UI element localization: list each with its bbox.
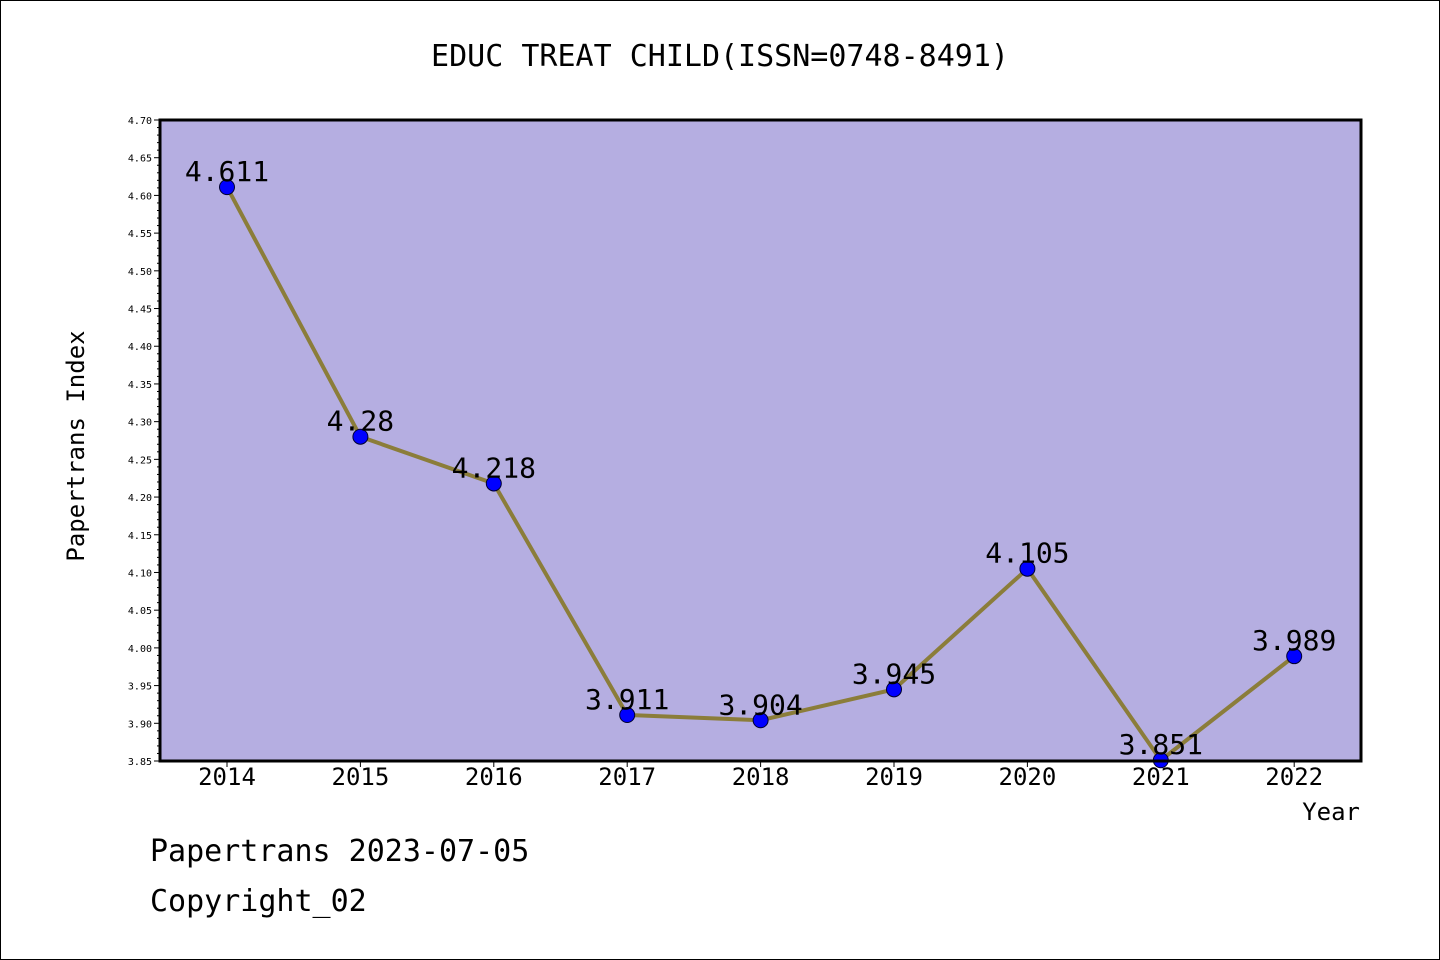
x-tick-label: 2016 — [465, 763, 523, 791]
plot-border — [158, 118, 1363, 763]
x-tick-label: 2017 — [598, 763, 656, 791]
y-axis-label: Papertrans Index — [62, 330, 90, 561]
data-point — [219, 179, 235, 196]
x-tick-label: 2018 — [732, 763, 790, 791]
y-tick-label: 4.30 — [128, 418, 152, 429]
data-point — [619, 706, 636, 723]
y-tick-label: 3.90 — [128, 719, 152, 730]
y-tick-label: 4.25 — [128, 455, 152, 466]
y-tick-label: 4.10 — [128, 568, 152, 579]
y-tick-label: 4.55 — [128, 229, 152, 240]
footer-date: Papertrans 2023-07-05 — [150, 834, 530, 869]
x-tick-label: 2019 — [865, 763, 923, 791]
data-point — [352, 428, 369, 445]
y-tick-label: 4.50 — [128, 267, 152, 278]
y-tick-label: 4.00 — [128, 644, 152, 655]
data-label-group: 4.611 4.28 4.218 3.911 3.904 3.945 4.105 3.851 3… — [185, 155, 1336, 761]
y-tick-label: 4.40 — [128, 342, 152, 353]
x-tick-label: 2022 — [1265, 763, 1323, 791]
y-tick-label: 4.35 — [128, 380, 152, 391]
data-label: 4.28 — [327, 405, 394, 438]
y-tick-label: 4.65 — [128, 154, 152, 165]
marker-group — [219, 179, 1303, 769]
chart-title: EDUC TREAT CHILD(ISSN=0748-8491) — [431, 39, 1009, 74]
footer-copyright: Copyright_02 — [150, 884, 367, 919]
data-label: 3.945 — [852, 657, 936, 690]
data-point — [1019, 560, 1036, 577]
x-tick-label: 2015 — [332, 763, 390, 791]
y-tick-label: 4.60 — [128, 191, 152, 202]
data-label: 3.911 — [585, 683, 669, 716]
y-tick-label: 4.20 — [128, 493, 152, 504]
y-tick-label: 4.15 — [128, 531, 152, 542]
data-point — [752, 712, 769, 729]
plot-area — [160, 120, 1361, 761]
y-axis: 3.85 3.90 3.95 4.00 4.05 4.10 4.15 4.20 4.25 4.30… — [128, 116, 160, 768]
x-axis: 2014 2015 2016 2017 2018 2019 2020 2021 2022 — [198, 761, 1323, 791]
data-label: 3.989 — [1252, 624, 1336, 657]
data-point — [886, 681, 902, 698]
data-label: 3.851 — [1119, 728, 1203, 761]
data-point — [1286, 648, 1303, 665]
data-point — [485, 475, 502, 492]
y-tick-label: 3.85 — [128, 757, 152, 768]
y-tick-label: 3.95 — [128, 682, 152, 693]
x-axis-label: Year — [1302, 798, 1360, 826]
x-tick-label: 2014 — [198, 763, 256, 791]
y-tick-label: 4.45 — [128, 305, 152, 316]
x-tick-label: 2020 — [999, 763, 1057, 791]
y-tick-label: 4.05 — [128, 606, 152, 617]
y-tick-label: 4.70 — [128, 116, 152, 127]
data-label: 3.904 — [718, 688, 802, 721]
data-label: 4.105 — [985, 537, 1069, 570]
data-label: 4.611 — [185, 155, 269, 188]
data-label: 4.218 — [452, 451, 536, 484]
